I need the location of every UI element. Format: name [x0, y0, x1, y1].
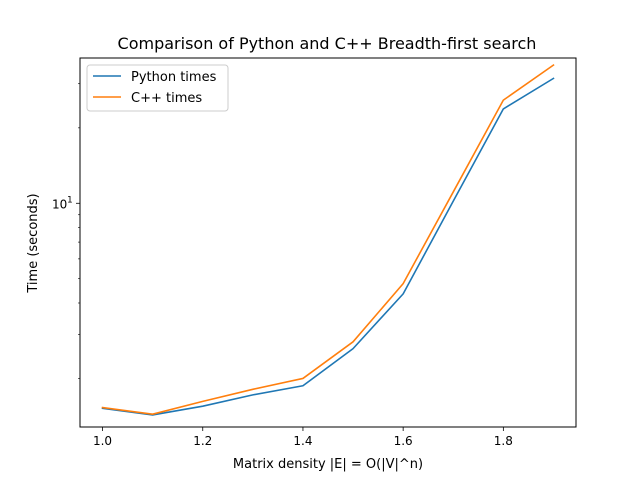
- series-line-1: [101, 63, 555, 415]
- legend-label-cpp: C++ times: [131, 91, 202, 106]
- legend: Python times C++ times: [86, 64, 229, 112]
- x-tick-label: 1.2: [193, 434, 212, 448]
- plot-frame: [79, 57, 577, 428]
- legend-box: [86, 64, 229, 112]
- x-axis-ticks: 1.0 1.2 1.4 1.6 1.8: [93, 427, 513, 448]
- series-line-0: [101, 77, 555, 416]
- series-layer: [101, 63, 555, 416]
- x-tick-label: 1.0: [93, 434, 112, 448]
- x-tick-label: 1.4: [293, 434, 312, 448]
- y-axis-label: Time (seconds): [26, 193, 41, 293]
- x-tick-label: 1.6: [394, 434, 413, 448]
- legend-label-python: Python times: [131, 70, 217, 85]
- y-tick-label-base: 10: [52, 197, 67, 211]
- x-tick-label: 1.8: [494, 434, 513, 448]
- chart-title: Comparison of Python and C++ Breadth-fir…: [118, 34, 537, 53]
- y-tick-label-exponent: 1: [67, 195, 73, 205]
- x-axis-label: Matrix density |E| = O(|V|^n): [233, 457, 423, 472]
- y-axis-ticks: 10 1: [52, 83, 80, 379]
